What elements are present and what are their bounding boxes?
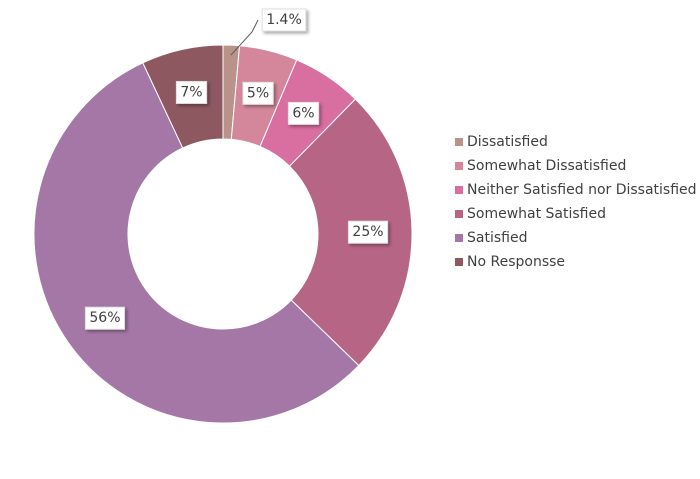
- data-label: 5%: [242, 81, 274, 105]
- label-box: [287, 101, 320, 125]
- data-label-text: 56%: [89, 310, 120, 326]
- label-box: [84, 306, 126, 330]
- data-label-text: 7%: [180, 84, 202, 100]
- legend-swatch: [455, 234, 463, 242]
- data-label: 1.4%: [261, 8, 307, 32]
- legend-swatch: [455, 258, 463, 266]
- legend-label: Dissatisfied: [467, 134, 548, 150]
- legend-swatch: [455, 162, 463, 170]
- slice: [33, 62, 360, 424]
- legend-label: No Responsse: [467, 254, 565, 270]
- legend-swatch: [455, 138, 463, 146]
- legend-label: Somewhat Dissatisfied: [467, 158, 626, 174]
- data-label-text: 25%: [352, 224, 383, 240]
- label-box: [242, 81, 274, 105]
- leader-line: [230, 19, 259, 56]
- data-label: 7%: [175, 80, 208, 104]
- data-label: 25%: [347, 220, 389, 244]
- data-label-text: 5%: [247, 85, 269, 101]
- label-box: [347, 220, 389, 244]
- legend-swatch: [455, 186, 463, 194]
- data-label: 56%: [84, 306, 126, 330]
- legend-label: Somewhat Satisfied: [467, 206, 606, 222]
- legend-label: Neither Satisfied nor Dissatisfied: [467, 182, 697, 198]
- data-label-text: 1.4%: [266, 12, 302, 28]
- label-box: [261, 8, 307, 32]
- label-box: [175, 80, 208, 104]
- data-label: 6%: [287, 101, 320, 125]
- legend-label: Satisfied: [467, 230, 527, 246]
- legend-swatch: [455, 210, 463, 218]
- data-label-text: 6%: [292, 105, 314, 121]
